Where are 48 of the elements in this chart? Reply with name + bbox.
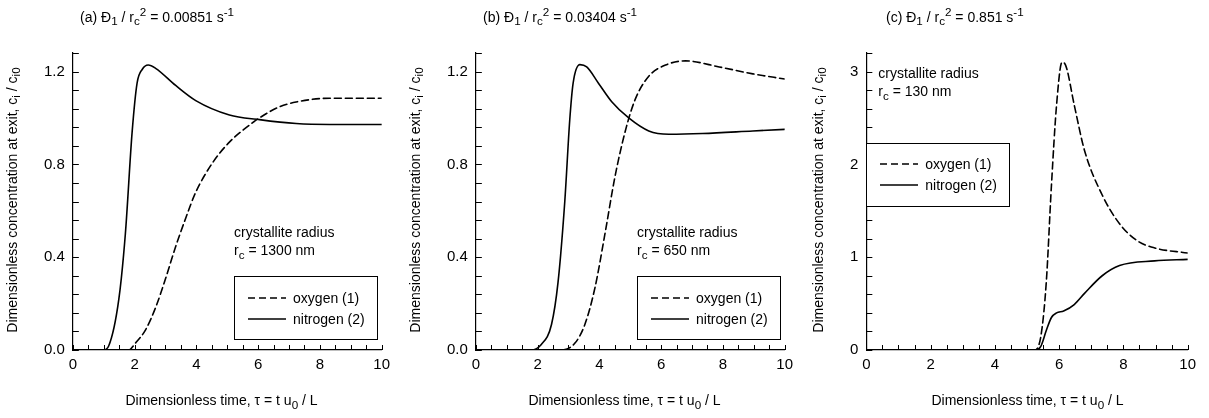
annotation: crystallite radius bbox=[234, 224, 335, 241]
x-tick-label: 10 bbox=[373, 355, 390, 373]
annotation: r$_{c}$ = 130 nm bbox=[878, 82, 952, 102]
legend-label: nitrogen (2) bbox=[925, 177, 997, 194]
y-tick-label: 2 bbox=[850, 154, 859, 172]
y-tick-label: 0.8 bbox=[446, 154, 468, 172]
chart-title: (b) Đ$_{1}$ / r$_{c}$$^{2}$ = 0.03404 s$^{-1}$ bbox=[483, 5, 638, 29]
x-axis-title: Dimensionless time, τ = t u$_{0}$ / L bbox=[930, 392, 1125, 412]
legend-label: nitrogen (2) bbox=[293, 310, 365, 327]
annotation: crystallite radius bbox=[878, 65, 979, 81]
x-tick-label: 2 bbox=[533, 355, 542, 373]
y-tick-label: 0.4 bbox=[43, 247, 65, 265]
annotation: r$_{c}$ = 650 nm bbox=[637, 241, 711, 261]
x-tick-label: 4 bbox=[595, 355, 604, 373]
y-tick-label: 1 bbox=[850, 247, 859, 265]
x-tick-label: 0 bbox=[68, 355, 78, 373]
x-axis-title: Dimensionless time, τ = t u$_{0}$ / L bbox=[124, 392, 319, 412]
y-tick-label: 0.0 bbox=[446, 340, 468, 358]
legend-label: oxygen (1) bbox=[925, 156, 992, 173]
x-tick-label: 4 bbox=[192, 355, 201, 373]
legend-label: oxygen (1) bbox=[696, 289, 763, 306]
x-tick-label: 6 bbox=[1054, 355, 1064, 373]
chart-title: (a) Đ$_{1}$ / r$_{c}$$^{2}$ = 0.00851 s$^{-1}$ bbox=[80, 5, 235, 29]
x-tick-label: 8 bbox=[315, 355, 325, 373]
x-tick-label: 10 bbox=[1179, 355, 1196, 373]
x-tick-label: 8 bbox=[718, 355, 728, 373]
annotation: crystallite radius bbox=[637, 224, 738, 241]
annotation: r$_{c}$ = 1300 nm bbox=[234, 241, 316, 261]
x-tick-label: 0 bbox=[862, 355, 871, 373]
x-tick-label: 8 bbox=[1119, 355, 1128, 373]
x-tick-label: 6 bbox=[253, 355, 263, 373]
x-tick-label: 2 bbox=[130, 355, 139, 373]
x-tick-label: 2 bbox=[926, 355, 935, 373]
y-tick-label: 3 bbox=[850, 61, 859, 79]
x-tick-label: 4 bbox=[990, 355, 1000, 373]
y-tick-label: 0.0 bbox=[43, 340, 65, 358]
y-tick-label: 1.2 bbox=[446, 61, 468, 79]
legend-label: nitrogen (2) bbox=[696, 310, 768, 327]
legend-label: oxygen (1) bbox=[293, 289, 360, 306]
x-tick-label: 6 bbox=[656, 355, 666, 373]
chart-title: (c) Đ$_{1}$ / r$_{c}$$^{2}$ = 0.851 s$^{-1}$ bbox=[886, 5, 1024, 29]
x-axis-title: Dimensionless time, τ = t u$_{0}$ / L bbox=[527, 392, 722, 412]
y-tick-label: 0.8 bbox=[43, 154, 65, 172]
y-tick-label: 1.2 bbox=[43, 61, 65, 79]
y-tick-label: 0 bbox=[850, 340, 859, 358]
x-tick-label: 10 bbox=[776, 355, 793, 373]
y-tick-label: 0.4 bbox=[446, 247, 468, 265]
x-tick-label: 0 bbox=[471, 355, 481, 373]
